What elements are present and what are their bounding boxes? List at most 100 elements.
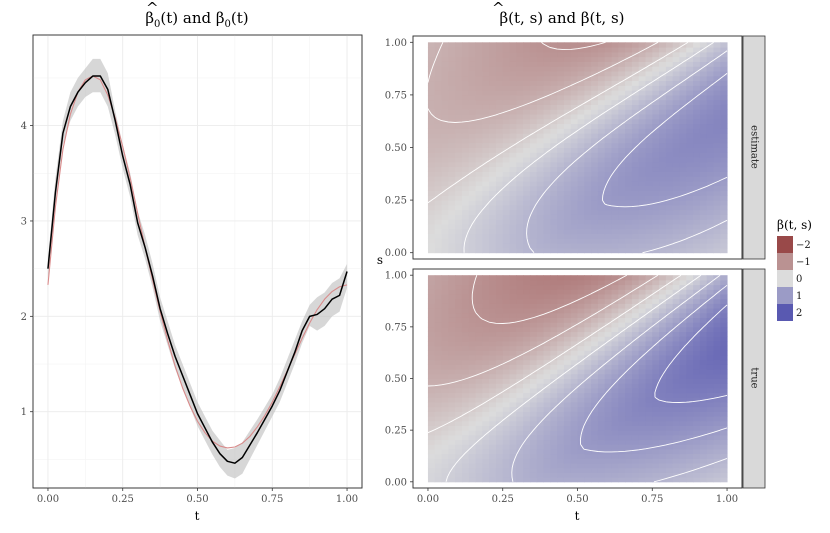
estimate-heat-cell xyxy=(543,238,551,244)
true-heat-cell xyxy=(489,401,497,408)
true-heat-cell xyxy=(448,387,456,394)
estimate-heat-cell xyxy=(441,214,449,220)
estimate-heat-cell xyxy=(645,204,653,211)
estimate-heat-cell xyxy=(686,133,694,139)
true-heat-cell xyxy=(713,397,721,403)
true-heat-cell xyxy=(495,322,504,328)
estimate-heat-cell xyxy=(672,161,680,168)
true-heat-cell xyxy=(550,448,558,455)
true-heat-cell xyxy=(597,303,606,309)
true-heat-cell xyxy=(618,312,626,318)
estimate-heat-cell xyxy=(672,204,680,211)
true-heat-cell xyxy=(489,411,497,417)
true-heat-cell xyxy=(665,350,674,356)
estimate-heat-cell xyxy=(441,128,449,134)
estimate-heat-cell xyxy=(570,147,578,153)
true-heat-cell xyxy=(597,425,606,431)
estimate-heat-cell xyxy=(448,228,456,235)
true-heat-cell xyxy=(570,293,578,300)
true-heat-cell xyxy=(461,425,470,431)
estimate-heat-cell xyxy=(720,42,728,48)
estimate-heat-cell xyxy=(720,51,728,58)
estimate-heat-cell xyxy=(686,109,694,115)
true-heat-cell xyxy=(509,308,517,314)
left-data xyxy=(47,58,348,479)
estimate-heat-cell xyxy=(509,128,517,134)
true-heat-cell xyxy=(523,397,531,403)
true-heat-cell xyxy=(482,406,490,412)
estimate-heat-cell xyxy=(434,171,443,177)
true-heat-cell xyxy=(570,425,578,431)
estimate-heat-cell xyxy=(625,118,633,125)
estimate-heat-cell xyxy=(550,66,558,72)
estimate-heat-cell xyxy=(427,147,436,153)
estimate-heat-cell xyxy=(665,47,674,53)
estimate-heat-cell xyxy=(591,243,599,249)
true-heat-cell xyxy=(475,430,483,436)
estimate-heat-cell xyxy=(468,209,477,215)
estimate-heat-cell xyxy=(557,94,565,101)
true-heat-cell xyxy=(475,397,483,403)
estimate-heat-cell xyxy=(638,42,646,48)
estimate-heat-cell xyxy=(577,71,585,77)
true-heat-cell xyxy=(523,401,531,408)
estimate-heat-cell xyxy=(461,228,470,235)
true-heat-cell xyxy=(434,373,443,379)
estimate-heat-cell xyxy=(441,228,449,235)
true-heat-cell xyxy=(427,416,436,422)
estimate-heat-cell xyxy=(550,152,558,158)
true-heat-cell xyxy=(427,444,436,450)
true-heat-cell xyxy=(631,401,640,408)
estimate-heat-cell xyxy=(427,118,436,125)
estimate-heat-cell xyxy=(475,166,483,172)
true-heat-cell xyxy=(509,378,517,384)
true-heat-cell xyxy=(570,350,578,356)
true-heat-cell xyxy=(502,331,511,337)
estimate-heat-cell xyxy=(713,200,721,206)
true-heat-cell xyxy=(550,453,558,459)
estimate-heat-cell xyxy=(638,176,646,182)
estimate-heat-cell xyxy=(645,133,653,139)
true-heat-cell xyxy=(461,383,470,389)
true-heat-cell xyxy=(611,275,619,281)
estimate-heat-cell xyxy=(502,66,511,72)
estimate-heat-cell xyxy=(659,61,667,67)
true-heat-cell xyxy=(482,444,490,450)
estimate-heat-cell xyxy=(550,185,558,192)
true-heat-cell xyxy=(720,477,728,483)
true-heat-cell xyxy=(441,434,449,441)
true-heat-cell xyxy=(597,289,606,295)
estimate-heat-cell xyxy=(550,243,558,249)
right-x-tick-label: 0.25 xyxy=(492,494,514,505)
estimate-heat-cell xyxy=(577,142,585,148)
true-heat-cell xyxy=(482,453,490,459)
estimate-heat-cell xyxy=(468,204,477,211)
estimate-heat-cell xyxy=(482,80,490,86)
estimate-heat-cell xyxy=(659,71,667,77)
true-heat-cell xyxy=(523,383,531,389)
true-heat-cell xyxy=(563,303,572,309)
true-heat-cell xyxy=(591,444,599,450)
true-heat-cell xyxy=(625,373,633,379)
estimate-heat-cell xyxy=(495,66,504,72)
true-heat-cell xyxy=(693,340,701,347)
estimate-heat-cell xyxy=(441,99,449,105)
true-heat-cell xyxy=(584,340,592,347)
true-heat-cell xyxy=(461,378,470,384)
true-heat-cell xyxy=(509,293,517,300)
true-heat-cell xyxy=(699,275,708,281)
estimate-heat-cell xyxy=(693,185,701,192)
true-heat-cell xyxy=(645,308,653,314)
true-heat-cell xyxy=(529,420,538,426)
estimate-heat-cell xyxy=(570,176,578,182)
estimate-heat-cell xyxy=(523,99,531,105)
estimate-heat-cell xyxy=(529,123,538,129)
true-heat-cell xyxy=(638,477,646,483)
estimate-heat-cell xyxy=(448,99,456,105)
estimate-heat-cell xyxy=(448,214,456,220)
true-heat-cell xyxy=(665,275,674,281)
estimate-heat-cell xyxy=(659,176,667,182)
estimate-heat-cell xyxy=(611,195,619,201)
true-heat-cell xyxy=(699,406,708,412)
estimate-heat-cell xyxy=(604,233,612,239)
